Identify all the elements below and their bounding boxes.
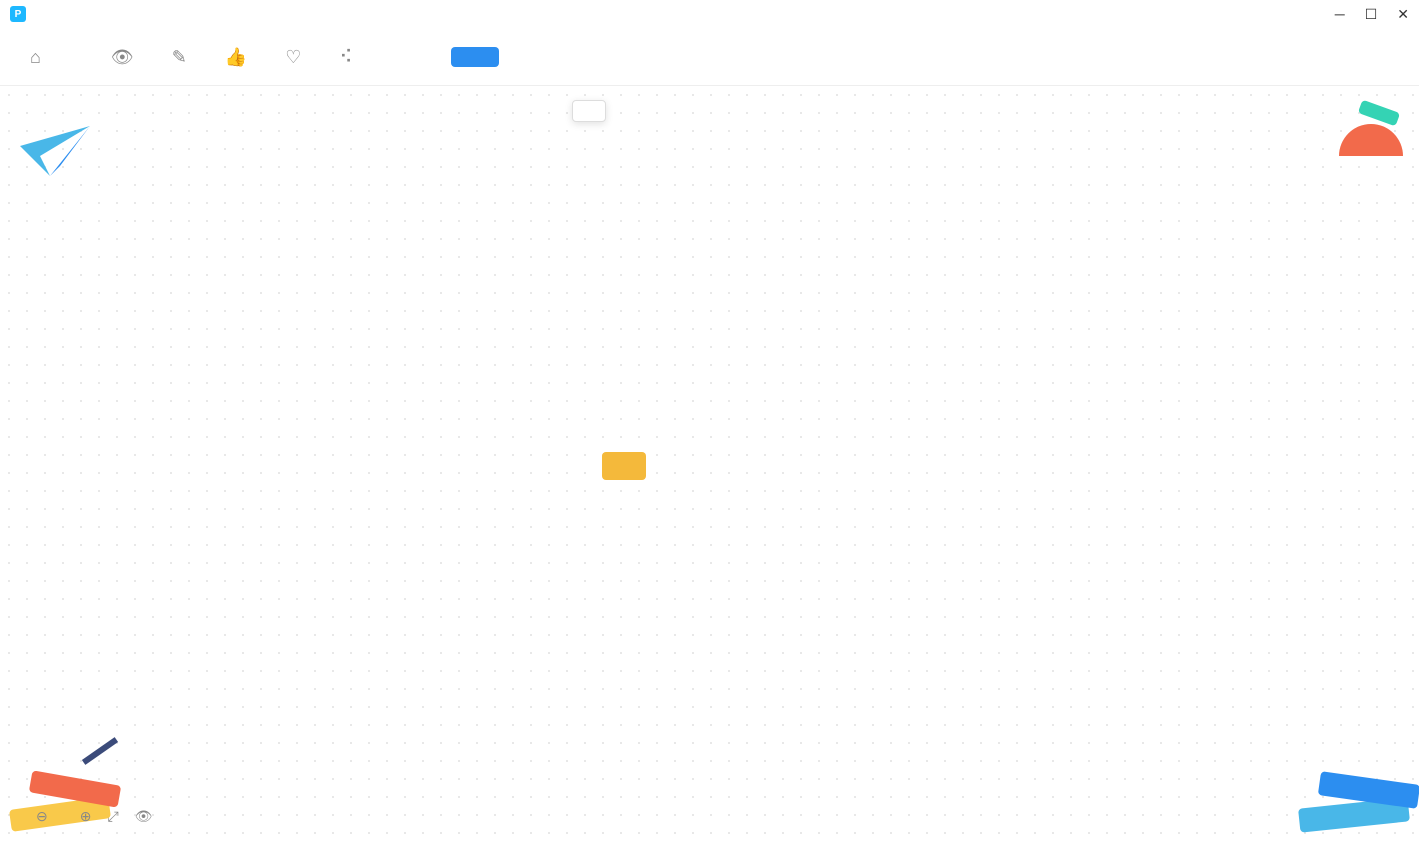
save-tooltip (572, 100, 606, 122)
zoom-in-button[interactable]: ⊕ (80, 808, 92, 825)
window-titlebar: P ─ ☐ ✕ (0, 0, 1419, 28)
corner-plane-icon (20, 126, 100, 186)
mindmap-canvas[interactable]: ⊖ ⊕ ⤢ 👁 (0, 86, 1419, 843)
pencil-icon: ✎ (172, 48, 187, 66)
fit-screen-button[interactable]: ⤢ (107, 808, 118, 825)
window-maximize-button[interactable]: ☐ (1365, 6, 1378, 23)
window-minimize-button[interactable]: ─ (1335, 6, 1345, 23)
eye-icon: 👁 (111, 48, 134, 66)
views-stat: 👁 (111, 48, 140, 66)
heart-icon: ♡ (285, 48, 301, 66)
favs-stat[interactable]: ♡ (285, 48, 307, 66)
preview-button[interactable]: 👁 (135, 808, 153, 825)
corner-protractor-icon (1329, 96, 1409, 166)
toolbar: ⌂ 👁 ✎ 👍 ♡ ⠪ (0, 28, 1419, 86)
mindmap-connectors (0, 86, 1419, 843)
corner-books2-icon (1269, 743, 1419, 843)
zoom-controls: ⊖ ⊕ ⤢ 👁 (36, 808, 152, 825)
corner-books-icon (0, 723, 170, 843)
use-template-button[interactable] (451, 47, 499, 67)
app-icon: P (10, 6, 26, 22)
edits-stat: ✎ (172, 48, 193, 66)
thumb-up-icon: 👍 (225, 48, 247, 66)
likes-stat[interactable]: 👍 (225, 48, 253, 66)
window-close-button[interactable]: ✕ (1397, 6, 1409, 23)
home-icon: ⌂ (30, 48, 41, 66)
mindmap-root[interactable] (602, 452, 646, 480)
zoom-out-button[interactable]: ⊖ (36, 808, 48, 825)
share-button[interactable]: ⠪ (339, 48, 358, 66)
share-icon: ⠪ (339, 48, 352, 66)
home-button[interactable]: ⌂ (30, 48, 47, 66)
